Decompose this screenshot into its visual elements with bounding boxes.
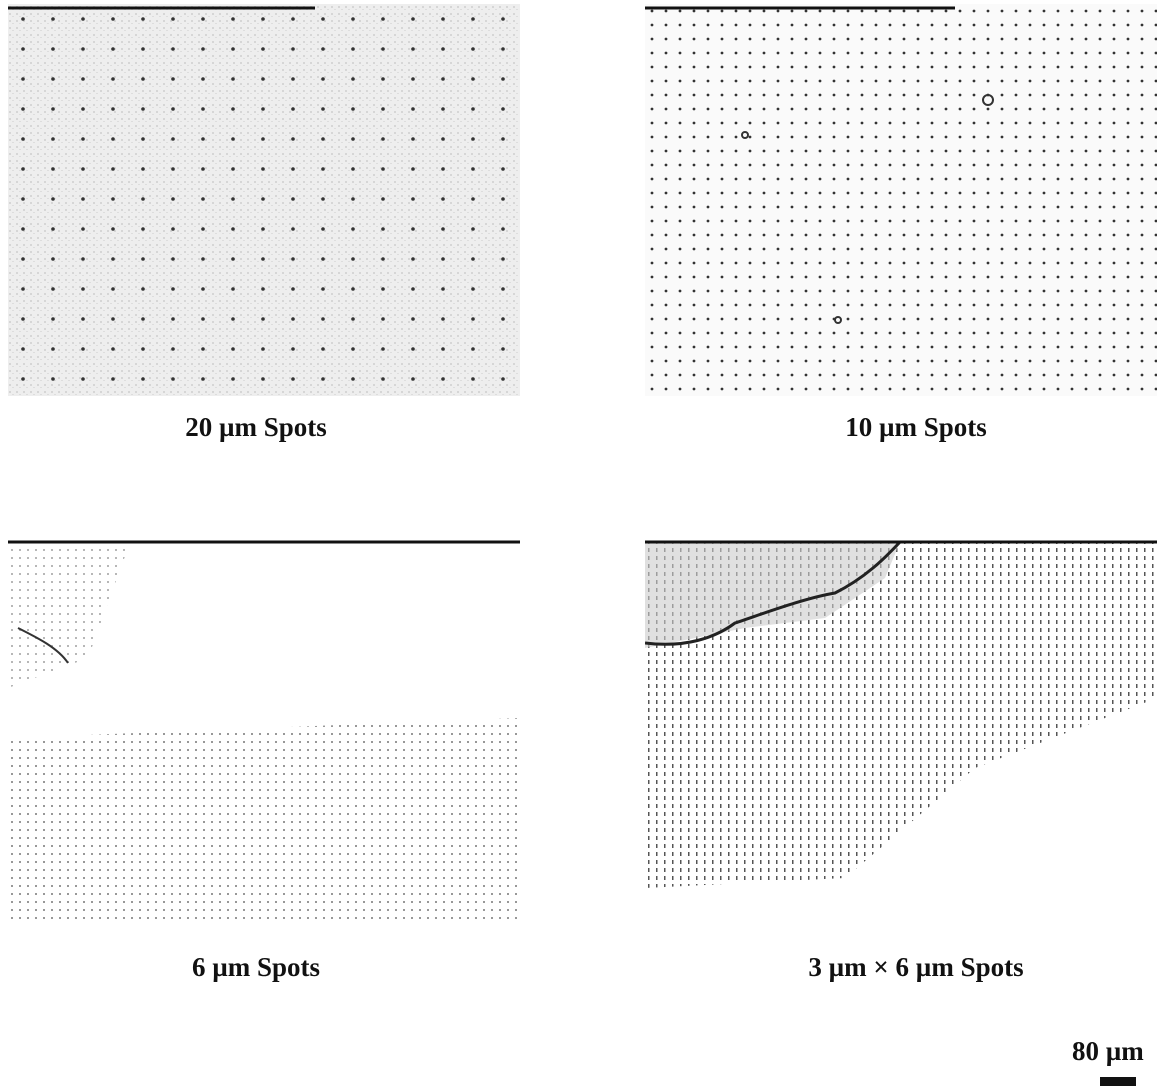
micrograph	[645, 538, 1157, 923]
micrograph	[8, 4, 520, 396]
panel-caption: 6 µm Spots	[191, 952, 321, 982]
panel-caption: 10 µm Spots	[845, 412, 987, 442]
panel-caption: 3 µm × 6 µm Spots	[808, 952, 1024, 982]
micrograph	[8, 538, 520, 923]
scale-bar	[1100, 1077, 1136, 1086]
panel-caption: 20 µm Spots	[185, 412, 327, 442]
scale-label: 80 µm	[1072, 1036, 1144, 1066]
micrograph	[645, 4, 1157, 396]
